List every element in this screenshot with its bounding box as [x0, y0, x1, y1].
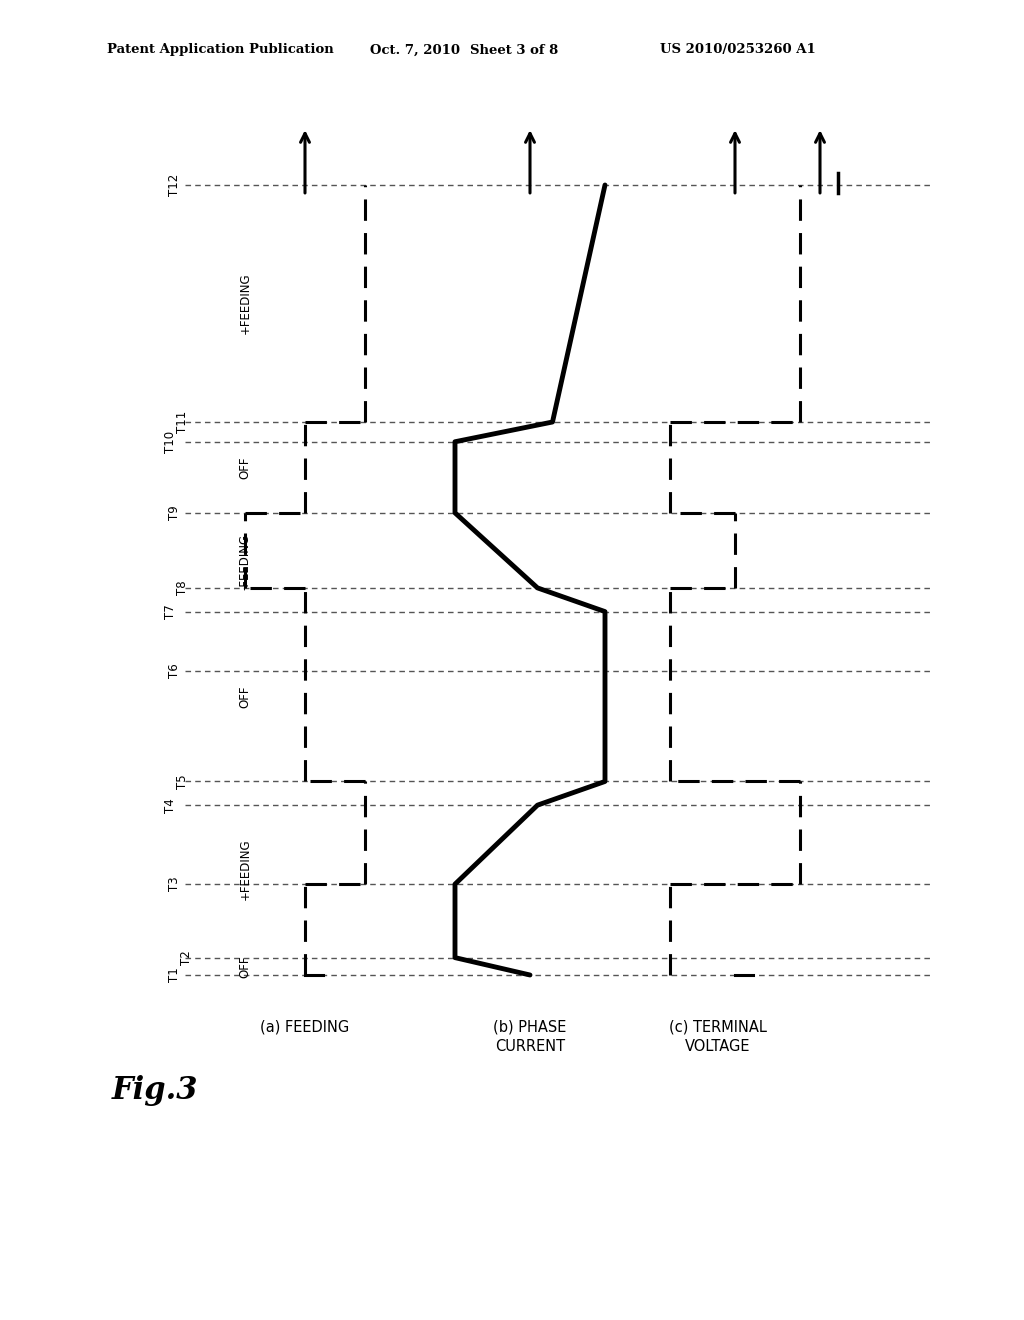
Text: Oct. 7, 2010: Oct. 7, 2010: [370, 44, 460, 57]
Text: US 2010/0253260 A1: US 2010/0253260 A1: [660, 44, 816, 57]
Text: (a) FEEDING: (a) FEEDING: [260, 1020, 349, 1035]
Text: T8: T8: [176, 581, 189, 595]
Text: OFF: OFF: [239, 685, 252, 708]
Text: -FEEDING: -FEEDING: [239, 535, 252, 590]
Text: T4: T4: [164, 797, 176, 813]
Text: +FEEDING: +FEEDING: [239, 273, 252, 334]
Text: OFF: OFF: [239, 457, 252, 479]
Text: T3: T3: [169, 876, 181, 891]
Text: T7: T7: [164, 605, 176, 619]
Text: OFF: OFF: [239, 956, 252, 978]
Text: T9: T9: [169, 506, 181, 520]
Text: T2: T2: [179, 950, 193, 965]
Text: Patent Application Publication: Patent Application Publication: [106, 44, 334, 57]
Text: T11: T11: [176, 411, 189, 433]
Text: T1: T1: [169, 968, 181, 982]
Text: T12: T12: [169, 174, 181, 197]
Text: +FEEDING: +FEEDING: [239, 838, 252, 900]
Text: T5: T5: [176, 774, 189, 789]
Text: T10: T10: [164, 430, 176, 453]
Text: (c) TERMINAL
VOLTAGE: (c) TERMINAL VOLTAGE: [669, 1020, 767, 1053]
Text: Sheet 3 of 8: Sheet 3 of 8: [470, 44, 558, 57]
Text: T6: T6: [169, 664, 181, 678]
Text: Fig.3: Fig.3: [112, 1074, 199, 1106]
Text: (b) PHASE
CURRENT: (b) PHASE CURRENT: [494, 1020, 566, 1053]
